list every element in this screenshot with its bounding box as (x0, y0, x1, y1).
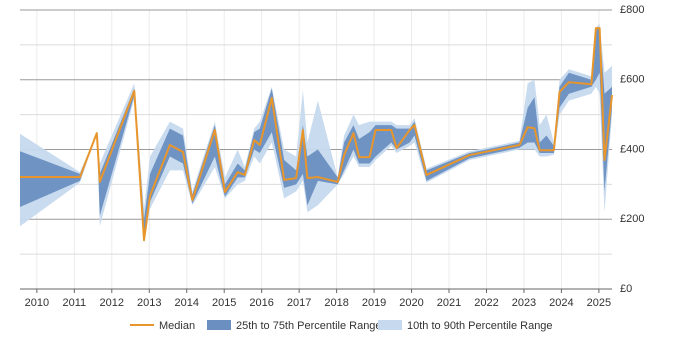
x-tick-label: 2016 (249, 297, 273, 309)
x-tick-label: 2024 (549, 297, 573, 309)
legend-item: Median (130, 320, 195, 332)
x-tick-label: 2020 (399, 297, 423, 309)
x-tick-label: 2015 (212, 297, 236, 309)
y-tick-label: £600 (620, 74, 644, 86)
x-tick-label: 2012 (100, 297, 124, 309)
legend-swatch (207, 320, 231, 330)
legend-label: 10th to 90th Percentile Range (407, 320, 553, 332)
x-tick-label: 2022 (474, 297, 498, 309)
y-tick-label: £0 (620, 283, 632, 295)
x-tick-label: 2018 (324, 297, 348, 309)
x-tick-label: 2023 (512, 297, 536, 309)
legend-swatch (378, 320, 402, 330)
legend-item: 25th to 75th Percentile Range (207, 320, 382, 332)
x-tick-label: 2010 (25, 297, 49, 309)
x-tick-label: 2019 (362, 297, 386, 309)
legend-label: Median (159, 320, 195, 332)
x-tick-label: 2021 (437, 297, 461, 309)
x-tick-label: 2013 (137, 297, 161, 309)
x-tick-label: 2011 (63, 297, 87, 309)
median-line (20, 27, 613, 242)
x-tick-label: 2025 (587, 297, 611, 309)
legend-label: 25th to 75th Percentile Range (236, 320, 382, 332)
x-tick-label: 2017 (287, 297, 311, 309)
legend-item: 10th to 90th Percentile Range (378, 320, 553, 332)
y-tick-label: £200 (620, 213, 644, 225)
y-tick-label: £400 (620, 143, 644, 155)
y-tick-label: £800 (620, 4, 644, 16)
percentile-band (20, 23, 612, 244)
x-tick-label: 2014 (174, 297, 198, 309)
